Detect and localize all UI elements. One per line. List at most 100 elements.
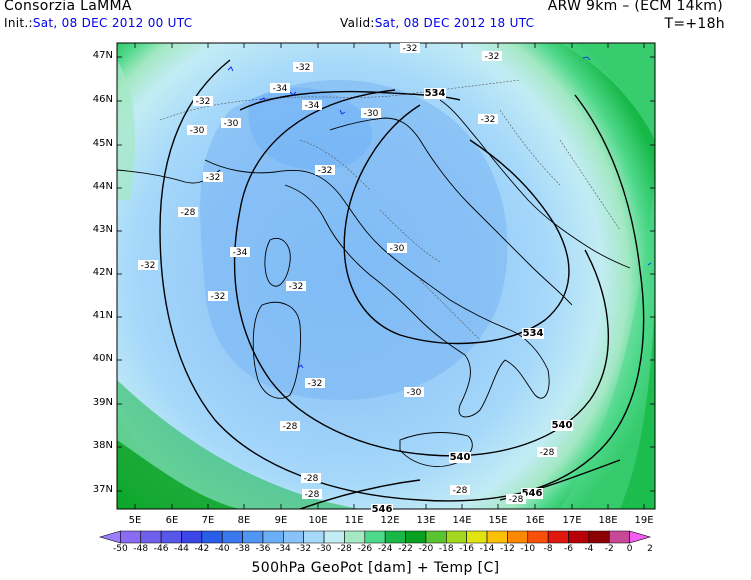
coast-adriatic: [329, 117, 573, 306]
colorbar-swatch: [283, 530, 305, 544]
org-title: Consorzia LaMMA: [4, 0, 132, 14]
colorbar-swatch: [527, 530, 549, 544]
temp-label-bg: [193, 96, 213, 106]
colorbar-label: -16: [459, 544, 474, 554]
axis-ticks: [117, 43, 655, 509]
colorbar-swatch: [242, 530, 264, 544]
colorbar-swatch: [547, 530, 569, 544]
lat-label: 47N: [92, 50, 113, 61]
temp-label-bg: [302, 489, 322, 499]
colorbar-swatch: [425, 530, 447, 544]
geopot-label: 546: [522, 488, 543, 499]
warm-band-se: [117, 380, 360, 509]
lon-label: 18E: [598, 515, 618, 526]
temp-label-bg: [221, 118, 241, 128]
colorbar-label: -36: [255, 544, 271, 554]
temp-label-bg: [400, 43, 420, 53]
colorbar-label: -24: [377, 544, 393, 554]
temp-label: -28: [540, 448, 555, 458]
warm-band-e: [560, 180, 655, 509]
temp-label: -32: [481, 115, 496, 125]
colorbar-swatch: [466, 530, 488, 544]
temp-label: -32: [308, 379, 323, 389]
warm-band-ne: [560, 43, 655, 140]
colorbar-label: -26: [357, 544, 373, 554]
colorbar-swatch: [405, 530, 427, 544]
colorbar-label: -30: [316, 544, 332, 554]
temp-label: -28: [304, 474, 319, 484]
temp-label: -32: [403, 44, 418, 54]
temp-label: -30: [407, 388, 422, 398]
cold-core-inner: [248, 87, 373, 170]
coastlines: [117, 99, 631, 467]
valid-label: Valid:: [340, 16, 375, 30]
geopotential-labels: 534 534 540 540 546 546: [371, 88, 573, 515]
colorbar-swatch: [262, 530, 284, 544]
geopot-label-bg: [522, 328, 544, 339]
init-time: Init.:Sat, 08 DEC 2012 00 UTC: [4, 16, 192, 30]
temp-label: -28: [509, 495, 524, 505]
colorbar-label: 2: [647, 544, 653, 554]
lat-label: 38N: [92, 440, 113, 451]
contour-546: [159, 59, 645, 502]
temp-label-bg: [203, 172, 223, 182]
lon-label: 6E: [165, 515, 179, 526]
temp-label-bg: [208, 291, 228, 301]
model-title: ARW 9km – (ECM 14km): [547, 0, 723, 14]
valid-time: Valid:Sat, 08 DEC 2012 18 UTC: [340, 16, 534, 30]
lat-label: 45N: [92, 138, 113, 149]
lon-label: 8E: [237, 515, 251, 526]
temp-label-bg: [138, 260, 158, 270]
lon-label: 9E: [274, 515, 288, 526]
temp-label: -32: [141, 261, 156, 271]
border-balkans: [499, 109, 621, 231]
colorbar-label: -6: [564, 544, 573, 554]
colorbar-swatch: [384, 530, 406, 544]
colorbar-swatch: [323, 530, 345, 544]
colorbar-label: -42: [194, 544, 210, 554]
colorbar-swatch: [608, 530, 630, 544]
colorbar-swatch: [221, 530, 243, 544]
cold-core: [200, 80, 508, 400]
geopot-label: 540: [552, 420, 573, 431]
temp-label: -28: [453, 486, 468, 496]
geopot-label-bg: [521, 488, 543, 499]
temp-label-bg: [302, 100, 322, 110]
colorbar-swatch: [201, 530, 223, 544]
lat-label: 40N: [92, 353, 113, 364]
temp-label-bg: [478, 114, 498, 124]
init-value: Sat, 08 DEC 2012 00 UTC: [32, 16, 193, 30]
contour-534-loop: [343, 104, 570, 345]
colorbar-label: -34: [275, 544, 291, 554]
colorbar-label: -22: [398, 544, 413, 554]
colorbar-swatch: [364, 530, 386, 544]
lon-label: 7E: [201, 515, 215, 526]
island-corsica: [264, 238, 291, 287]
colorbar-swatch: [140, 530, 162, 544]
temp-label-bg: [537, 447, 557, 457]
colorbar: [98, 530, 652, 544]
lon-label: 15E: [488, 515, 508, 526]
temp-label-bg: [315, 165, 335, 175]
geopot-label-bg: [449, 452, 471, 463]
lon-label: 16E: [525, 515, 545, 526]
colorbar-label: -18: [438, 544, 454, 554]
temp-label-bg: [387, 243, 407, 253]
colorbar-label: -2: [604, 544, 614, 554]
lat-label: 44N: [92, 181, 113, 192]
temp-label-bg: [506, 494, 526, 504]
temp-label: -32: [211, 292, 226, 302]
colorbar-swatch: [486, 530, 508, 544]
geopot-label: 540: [450, 452, 471, 463]
geopot-label-bg: [371, 504, 393, 515]
temp-label-bg: [293, 62, 313, 72]
colorbar-swatch: [568, 530, 590, 544]
border-italy-regions: [299, 139, 481, 341]
lon-label: 17E: [562, 515, 582, 526]
warm-band-e-2: [620, 300, 655, 509]
borders: [159, 79, 621, 341]
temp-label-bg: [187, 125, 207, 135]
temp-label: -34: [233, 248, 248, 258]
colorbar-swatch: [445, 530, 467, 544]
colorbar-swatch: [507, 530, 529, 544]
